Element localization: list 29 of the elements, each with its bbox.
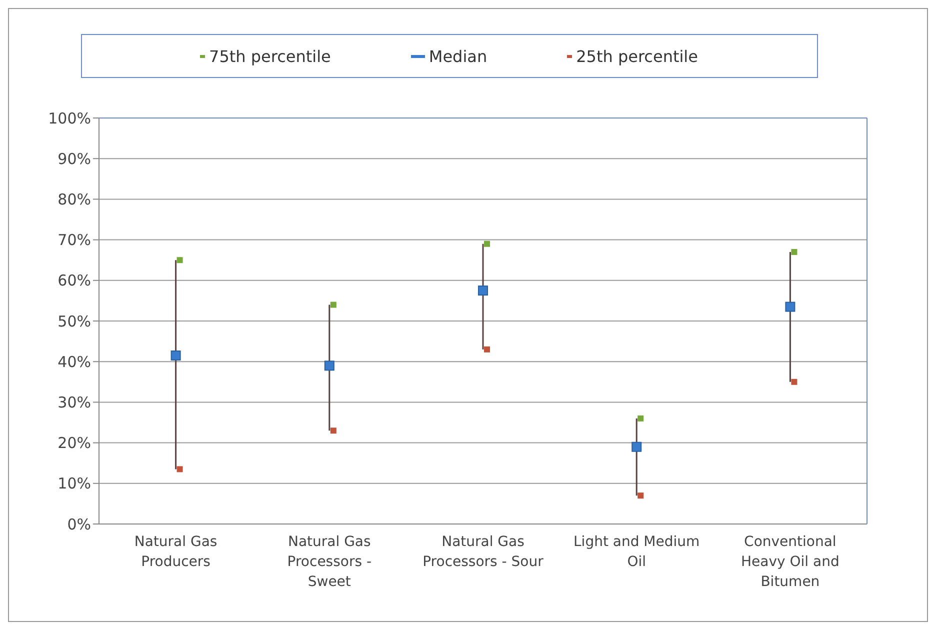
y-tick-label: 20% xyxy=(58,434,91,452)
x-tick-label: Light and Medium Oil xyxy=(574,534,700,570)
y-tick-label: 80% xyxy=(58,190,91,209)
y-tick-label: 70% xyxy=(58,231,91,250)
y-tick-label: 100% xyxy=(48,109,91,128)
point xyxy=(638,415,644,422)
y-tick-label: 40% xyxy=(58,352,91,371)
x-tick-label: Conventional Heavy Oil and Bitumen xyxy=(741,534,840,590)
y-tick-label: 50% xyxy=(58,312,91,330)
point xyxy=(484,346,490,352)
point xyxy=(176,257,183,264)
point xyxy=(330,428,336,434)
y-tick-label: 0% xyxy=(67,515,91,534)
point xyxy=(638,492,644,499)
y-tick-label: 10% xyxy=(58,474,91,493)
x-tick-label: Natural Gas Processors - Sweet xyxy=(287,534,372,590)
legend-label: 75th percentile xyxy=(209,46,331,66)
x-tick-label: Natural Gas Processors - Sour xyxy=(422,534,544,570)
x-tick-label: Natural Gas Producers xyxy=(134,534,218,570)
point xyxy=(330,302,336,308)
point xyxy=(176,466,183,472)
point xyxy=(791,248,798,255)
y-tick-label: 60% xyxy=(58,272,91,290)
y-tick-label: 90% xyxy=(58,150,91,168)
legend-label: 25th percentile xyxy=(576,46,698,66)
legend-label: Median xyxy=(428,46,488,66)
point xyxy=(484,240,490,247)
point xyxy=(791,378,798,385)
y-tick-label: 30% xyxy=(58,394,91,412)
